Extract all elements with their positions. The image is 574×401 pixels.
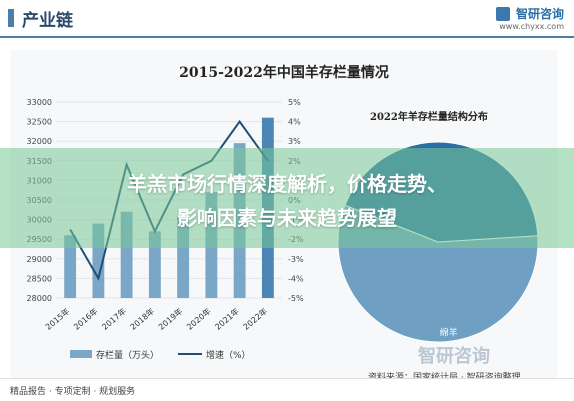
y2-tick-label: 5%: [288, 98, 301, 107]
x-tick-label: 2019年: [156, 306, 184, 332]
y2-tick-label: 3%: [288, 137, 301, 146]
brand: 智研咨询 www.chyxx.com: [499, 5, 564, 31]
bar: [177, 215, 190, 298]
pie-title: 2022年羊存栏量结构分布: [370, 112, 488, 123]
watermark: 智研咨询: [418, 346, 490, 367]
bar: [92, 223, 105, 298]
overlay-line-2: 影响因素与未来趋势展望: [177, 206, 397, 230]
page-title: 产业链: [22, 11, 73, 31]
legend-bar-label: 存栏量（万头）: [96, 349, 159, 361]
overlay-banner: 羊羔市场行情深度解析，价格走势、 影响因素与未来趋势展望: [0, 148, 574, 248]
overlay-line-1: 羊羔市场行情深度解析，价格走势、: [127, 172, 447, 196]
x-tick-label: 2017年: [100, 306, 128, 332]
brand-url: www.chyxx.com: [499, 22, 564, 31]
pie-label: 绵羊: [440, 326, 458, 338]
y-tick-label: 28000: [27, 294, 52, 303]
y-tick-label: 28500: [27, 274, 52, 283]
y2-tick-label: 4%: [288, 118, 301, 127]
brand-logo-icon: [496, 7, 510, 21]
y2-tick-label: -3%: [288, 255, 304, 264]
x-tick-label: 2020年: [185, 306, 213, 332]
y2-tick-label: -4%: [288, 274, 304, 283]
bar: [148, 231, 161, 298]
y-tick-label: 29000: [27, 255, 52, 264]
x-tick-label: 2018年: [128, 306, 156, 332]
y-tick-label: 32500: [27, 118, 52, 127]
legend-bar-swatch: [70, 350, 92, 358]
header-accent-bar: [8, 9, 14, 27]
header: 产业链 智研咨询 www.chyxx.com: [0, 0, 574, 38]
x-tick-label: 2021年: [213, 306, 241, 332]
brand-name: 智研咨询: [515, 7, 564, 21]
x-tick-label: 2016年: [72, 306, 100, 332]
legend-line-label: 增速（%）: [206, 349, 251, 361]
y-tick-label: 32000: [27, 137, 52, 146]
bar: [120, 211, 133, 298]
footer-left-text: 精品报告 · 专项定制 · 规划服务: [10, 387, 136, 397]
x-tick-label: 2022年: [241, 306, 269, 332]
y2-tick-label: -5%: [288, 294, 304, 303]
footer: 精品报告 · 专项定制 · 规划服务: [0, 378, 574, 401]
x-tick-label: 2015年: [43, 306, 71, 332]
chart-title: 2015-2022年中国羊存栏量情况: [179, 65, 389, 81]
bar: [64, 235, 77, 298]
y-tick-label: 33000: [27, 98, 52, 107]
